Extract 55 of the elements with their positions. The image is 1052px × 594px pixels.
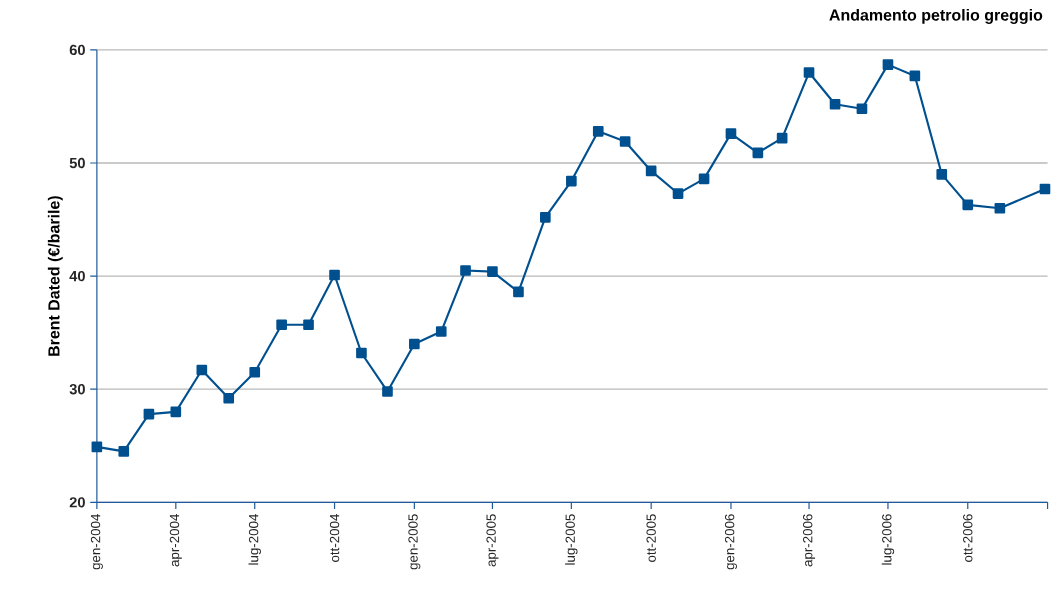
x-tick-label: gen-2005 bbox=[408, 514, 421, 570]
point bbox=[1039, 183, 1051, 195]
point bbox=[909, 70, 921, 82]
point bbox=[962, 199, 974, 211]
x-tick-label: lug-2005 bbox=[565, 514, 578, 565]
x-tick-label: ott-2006 bbox=[963, 514, 973, 562]
point bbox=[619, 136, 631, 147]
x-tick-label: lug-2004 bbox=[248, 513, 261, 565]
point bbox=[752, 147, 764, 159]
point bbox=[118, 446, 130, 457]
point bbox=[196, 364, 208, 376]
point bbox=[329, 269, 340, 281]
point bbox=[409, 338, 420, 350]
point bbox=[566, 175, 577, 187]
chart-title: Andamento petrolio greggio bbox=[829, 8, 1043, 24]
point bbox=[487, 266, 498, 277]
point bbox=[170, 406, 182, 418]
point bbox=[994, 202, 1006, 214]
point bbox=[882, 59, 894, 70]
point bbox=[540, 211, 551, 223]
x-tick-label: ott-2005 bbox=[646, 514, 656, 562]
point bbox=[513, 286, 524, 298]
x-tick-label: gen-2006 bbox=[724, 514, 737, 570]
x-tick-label: apr-2004 bbox=[169, 513, 182, 567]
point bbox=[698, 173, 710, 185]
point bbox=[936, 168, 948, 180]
point bbox=[803, 67, 815, 78]
point bbox=[829, 98, 841, 110]
x-tick-label: lug-2006 bbox=[881, 514, 895, 565]
y-tick-label: 60 bbox=[69, 44, 85, 56]
x-tick-label: gen-2004 bbox=[90, 513, 103, 570]
x-tick-label: ott-2004 bbox=[329, 513, 340, 562]
point bbox=[460, 265, 471, 276]
point bbox=[592, 125, 604, 137]
point bbox=[303, 319, 314, 330]
point bbox=[645, 165, 657, 177]
point bbox=[776, 132, 788, 144]
y-axis-title: Brent Dated (€/barile) bbox=[47, 196, 63, 356]
point bbox=[672, 188, 684, 199]
point bbox=[276, 319, 287, 330]
y-tick-label: 40 bbox=[69, 270, 85, 282]
point bbox=[725, 128, 737, 139]
point bbox=[856, 103, 868, 114]
point bbox=[249, 366, 261, 378]
point bbox=[382, 386, 393, 397]
point bbox=[435, 326, 447, 337]
point bbox=[356, 347, 367, 359]
y-tick-label: 30 bbox=[69, 383, 85, 395]
point bbox=[143, 408, 155, 420]
y-tick-label: 50 bbox=[69, 157, 85, 169]
point bbox=[223, 392, 235, 404]
x-tick-label: apr-2005 bbox=[486, 514, 499, 567]
y-tick-label: 20 bbox=[69, 497, 85, 508]
point bbox=[91, 441, 103, 453]
x-tick-label: apr-2006 bbox=[803, 514, 816, 567]
